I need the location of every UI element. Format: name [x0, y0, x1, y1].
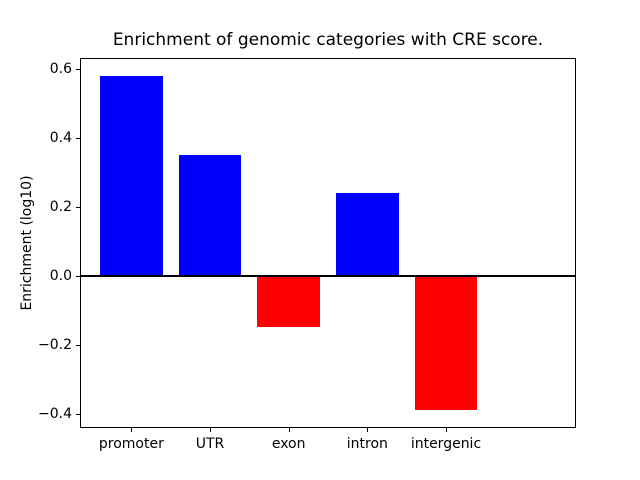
x-tick-mark	[367, 428, 369, 432]
y-tick-mark	[76, 275, 80, 277]
x-tick-label-intergenic: intergenic	[410, 436, 482, 452]
bar-intron	[335, 193, 399, 276]
x-tick-label-promoter: promoter	[98, 436, 164, 452]
bar-exon	[257, 275, 321, 328]
x-tick-mark	[131, 428, 133, 432]
y-tick-mark	[76, 68, 80, 70]
x-tick-label-exon: exon	[271, 436, 306, 452]
plot-area	[80, 58, 576, 428]
y-tick-mark	[76, 137, 80, 139]
bar-promoter	[99, 75, 163, 276]
bar-intergenic	[414, 275, 478, 411]
y-tick-label: 0.6	[49, 60, 72, 77]
y-tick-label: 0.0	[49, 267, 72, 284]
y-tick-label: 0.2	[49, 198, 72, 215]
y-tick-mark	[76, 344, 80, 346]
y-axis-label: Enrichment (log10)	[19, 175, 35, 311]
y-tick-mark	[76, 206, 80, 208]
x-tick-mark	[445, 428, 447, 432]
y-tick-label: 0.4	[49, 129, 72, 146]
x-tick-mark	[210, 428, 211, 432]
x-tick-mark	[288, 428, 290, 432]
zero-line	[81, 274, 575, 277]
x-tick-label-UTR: UTR	[195, 436, 225, 452]
chart-title: Enrichment of genomic categories with CR…	[112, 30, 544, 50]
y-tick-label: −0.4	[38, 405, 72, 422]
y-tick-label: −0.2	[38, 336, 72, 353]
y-tick-mark	[76, 413, 80, 415]
bar-UTR	[178, 155, 242, 276]
x-tick-label-intron: intron	[346, 436, 388, 452]
